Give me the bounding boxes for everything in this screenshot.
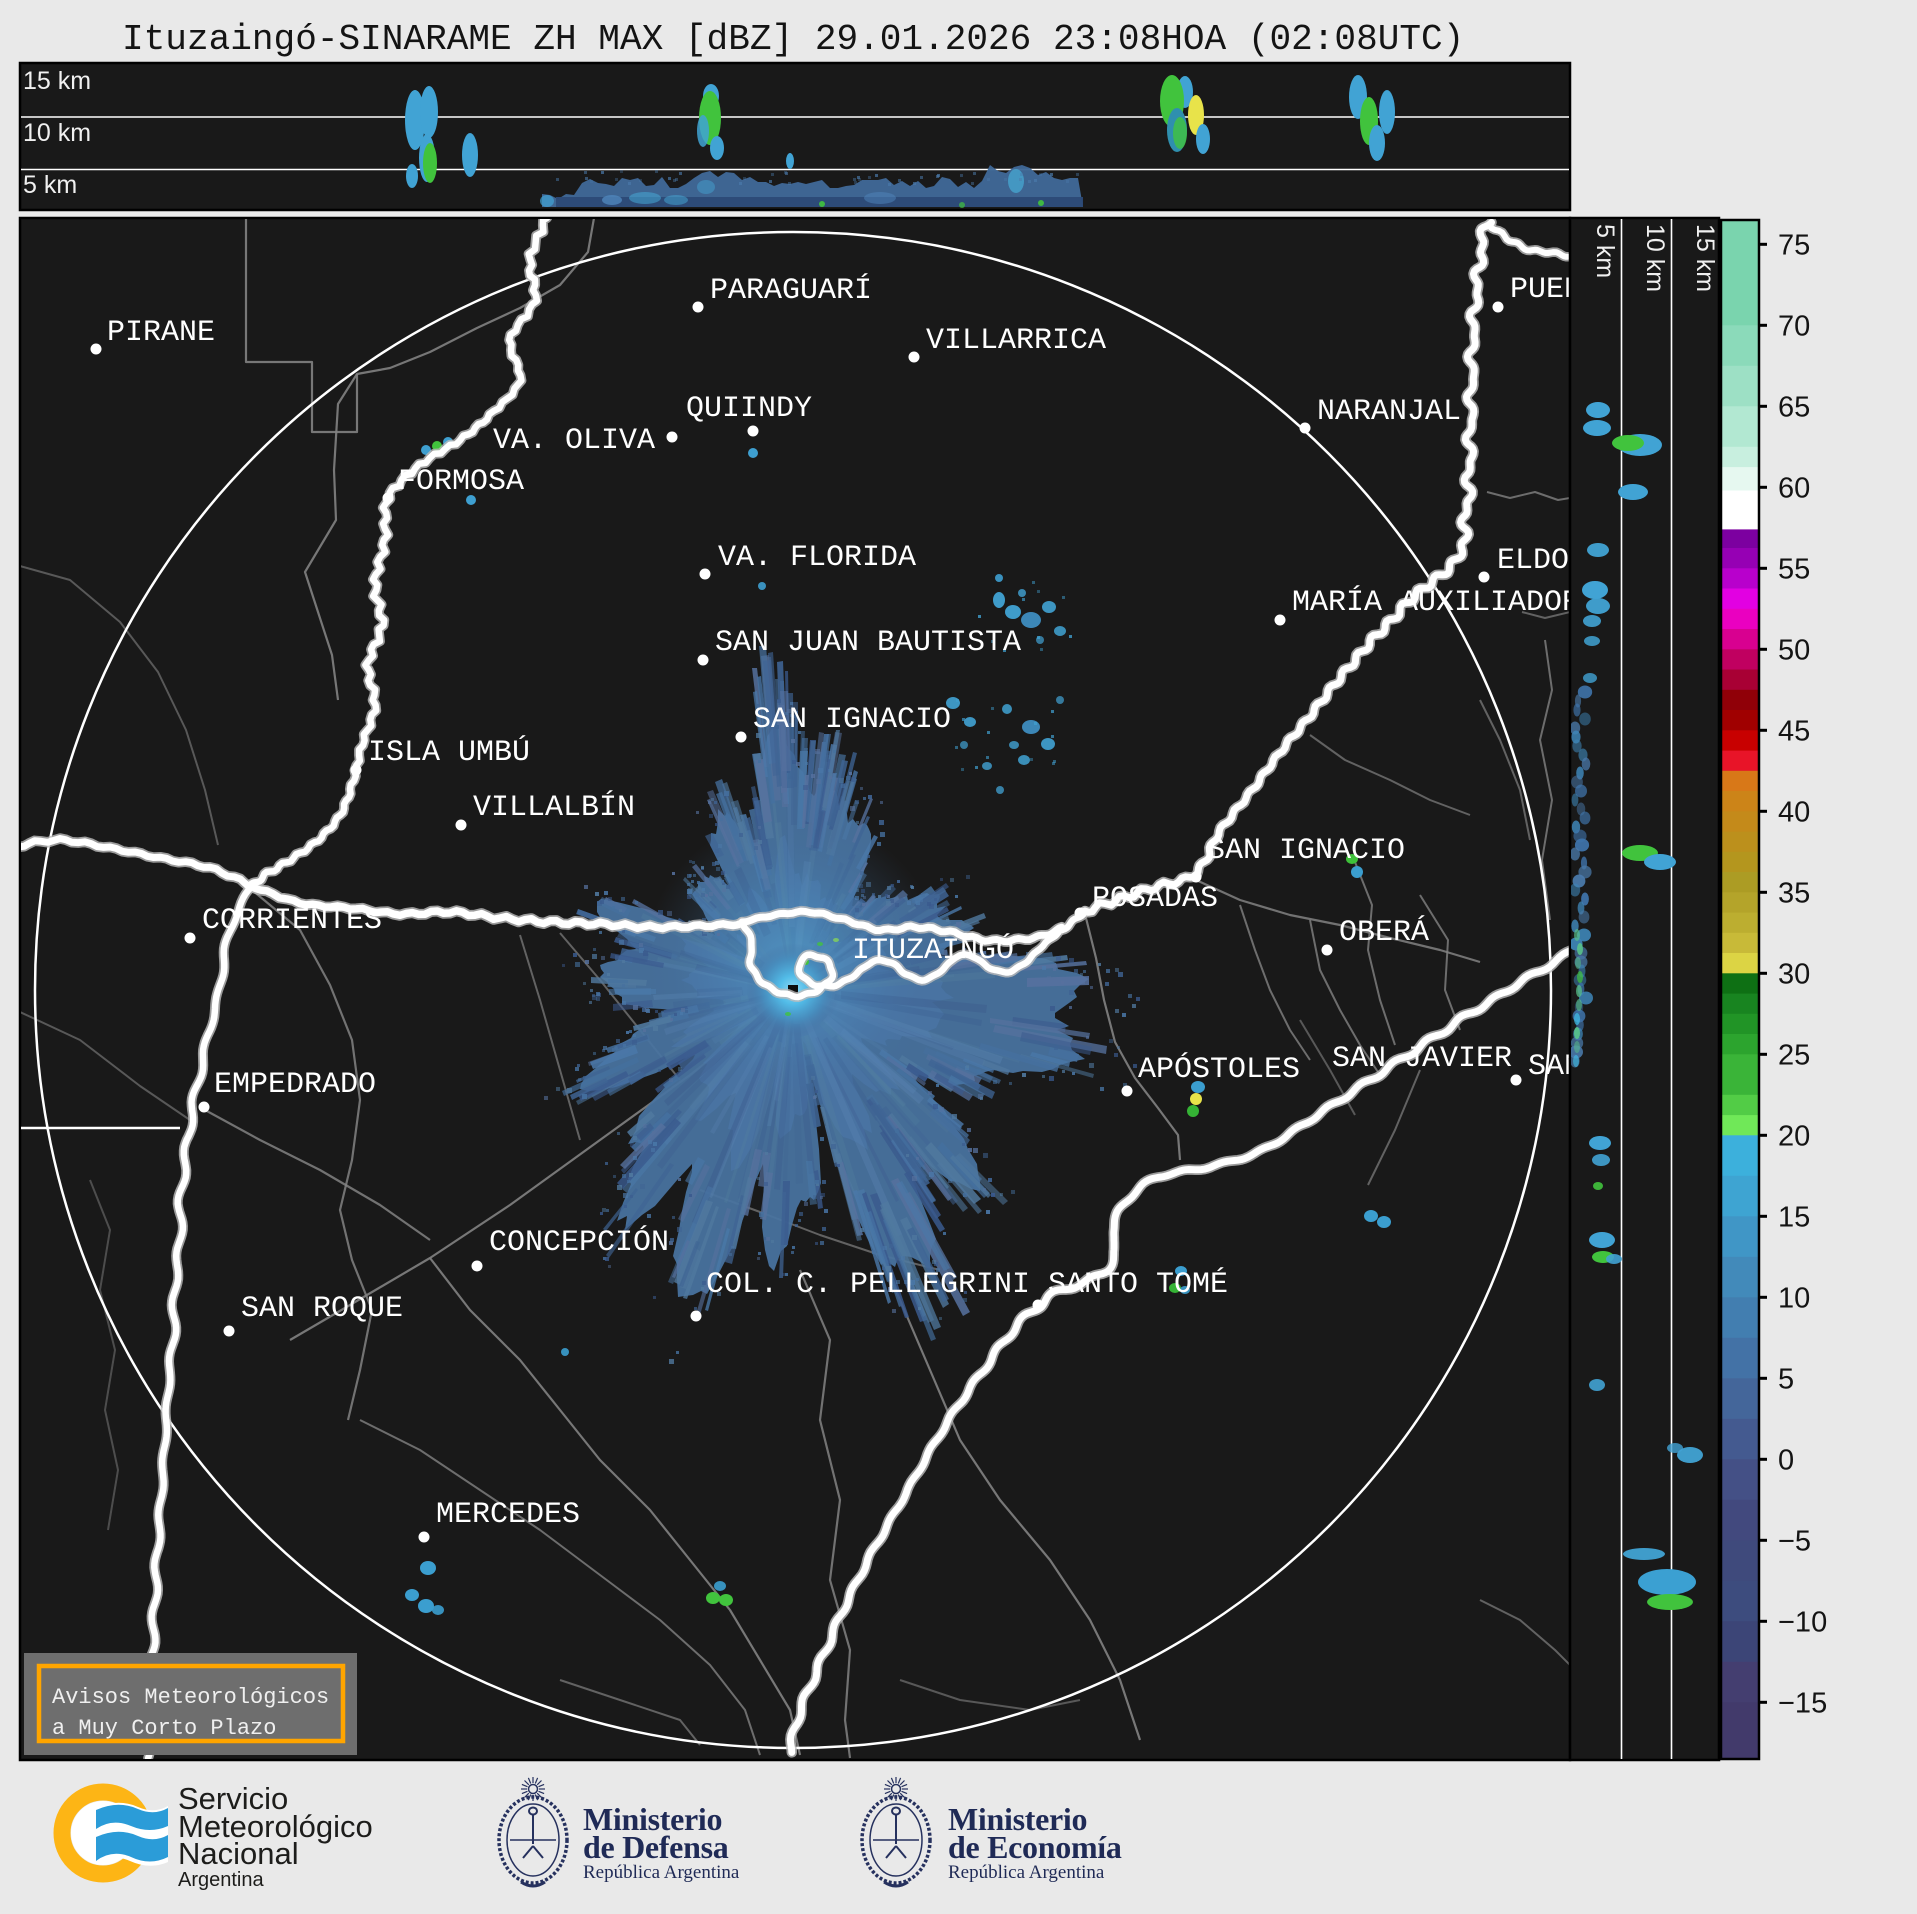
svg-text:−5: −5 <box>1778 1525 1811 1557</box>
svg-text:FORMOSA: FORMOSA <box>398 465 524 499</box>
svg-text:Avisos Meteorológicos: Avisos Meteorológicos <box>52 1685 329 1710</box>
svg-text:70: 70 <box>1778 310 1810 342</box>
svg-text:5: 5 <box>1778 1363 1794 1395</box>
svg-text:SANTO: SANTO <box>1528 1050 1618 1084</box>
svg-text:10 km: 10 km <box>23 119 91 147</box>
svg-text:SAN JAVIER: SAN JAVIER <box>1332 1042 1512 1076</box>
svg-text:VILLALBÍN: VILLALBÍN <box>473 790 635 825</box>
svg-text:VA. FLORIDA: VA. FLORIDA <box>718 541 916 575</box>
svg-text:SAN IGNACIO: SAN IGNACIO <box>753 703 951 737</box>
svg-text:ELDORADO: ELDORADO <box>1497 544 1641 578</box>
svg-text:0: 0 <box>1778 1444 1794 1476</box>
svg-text:MARÍA AUXILIADORA: MARÍA AUXILIADORA <box>1292 585 1598 620</box>
svg-text:−10: −10 <box>1778 1606 1827 1638</box>
svg-text:5 km: 5 km <box>23 171 77 199</box>
svg-text:20: 20 <box>1778 1120 1810 1152</box>
svg-text:Argentina: Argentina <box>178 1869 264 1891</box>
svg-text:POSADAS: POSADAS <box>1092 882 1218 916</box>
svg-text:65: 65 <box>1778 391 1810 423</box>
svg-text:EMPEDRADO: EMPEDRADO <box>214 1068 376 1102</box>
svg-text:PARAGUARÍ: PARAGUARÍ <box>710 273 872 308</box>
svg-text:COL. C. PELLEGRINI: COL. C. PELLEGRINI <box>706 1268 1030 1302</box>
svg-text:35: 35 <box>1778 877 1810 909</box>
svg-text:Nacional: Nacional <box>178 1836 299 1871</box>
svg-text:10: 10 <box>1778 1282 1810 1314</box>
svg-text:ITUZAINGÓ: ITUZAINGÓ <box>852 933 1014 968</box>
svg-text:VILLARRICA: VILLARRICA <box>926 324 1106 358</box>
svg-text:PUERTO RICO: PUERTO RICO <box>1510 273 1708 307</box>
svg-text:APÓSTOLES: APÓSTOLES <box>1138 1052 1300 1087</box>
svg-text:15 km: 15 km <box>23 67 91 95</box>
svg-text:5 km: 5 km <box>1591 224 1619 278</box>
svg-text:Ministerio: Ministerio <box>948 1801 1087 1837</box>
svg-text:Ituzaingó-SINARAME ZH MAX [dBZ: Ituzaingó-SINARAME ZH MAX [dBZ] 29.01.20… <box>122 19 1464 60</box>
svg-text:Ministerio: Ministerio <box>583 1801 722 1837</box>
svg-text:45: 45 <box>1778 715 1810 747</box>
svg-text:40: 40 <box>1778 796 1810 828</box>
svg-text:SAN JUAN BAUTISTA: SAN JUAN BAUTISTA <box>715 626 1021 660</box>
svg-text:15: 15 <box>1778 1201 1810 1233</box>
svg-text:MERCEDES: MERCEDES <box>436 1498 580 1532</box>
svg-text:SANTO TOMÉ: SANTO TOMÉ <box>1048 1267 1228 1302</box>
svg-text:VA. OLIVA: VA. OLIVA <box>493 424 655 458</box>
svg-text:de Defensa: de Defensa <box>583 1829 729 1865</box>
svg-text:75: 75 <box>1778 229 1810 261</box>
svg-text:CORRIENTES: CORRIENTES <box>202 904 382 938</box>
svg-text:10 km: 10 km <box>1641 224 1669 292</box>
svg-text:República Argentina: República Argentina <box>948 1862 1105 1883</box>
svg-text:−15: −15 <box>1778 1687 1827 1719</box>
svg-text:60: 60 <box>1778 472 1810 504</box>
svg-text:República Argentina: República Argentina <box>583 1862 740 1883</box>
svg-text:15 km: 15 km <box>1691 224 1719 292</box>
svg-text:NARANJAL: NARANJAL <box>1317 395 1461 429</box>
svg-text:QUIINDY: QUIINDY <box>686 392 812 426</box>
svg-text:Servicio: Servicio <box>178 1781 288 1816</box>
svg-text:OBERÁ: OBERÁ <box>1339 915 1429 950</box>
svg-text:50: 50 <box>1778 634 1810 666</box>
svg-text:SAN ROQUE: SAN ROQUE <box>241 1292 403 1326</box>
svg-text:ISLA UMBÚ: ISLA UMBÚ <box>368 735 530 770</box>
svg-text:de Economía: de Economía <box>948 1829 1122 1865</box>
svg-text:CONCEPCIÓN: CONCEPCIÓN <box>489 1225 669 1260</box>
svg-text:25: 25 <box>1778 1039 1810 1071</box>
svg-text:30: 30 <box>1778 958 1810 990</box>
svg-text:PIRANE: PIRANE <box>107 316 215 350</box>
svg-text:a Muy Corto Plazo: a Muy Corto Plazo <box>52 1716 276 1741</box>
svg-text:Meteorológico: Meteorológico <box>178 1809 373 1844</box>
svg-text:SAN IGNACIO: SAN IGNACIO <box>1207 834 1405 868</box>
svg-text:55: 55 <box>1778 553 1810 585</box>
